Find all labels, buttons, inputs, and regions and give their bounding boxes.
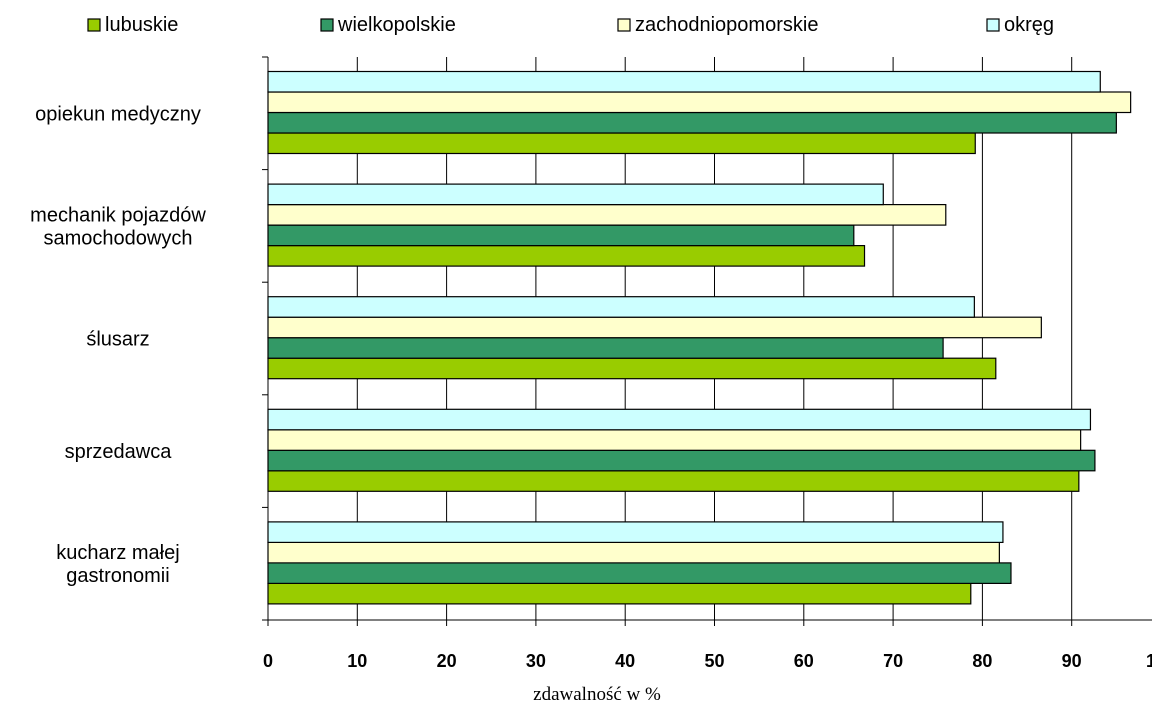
x-tick-label: 80 [972, 651, 992, 671]
x-tick-label: 60 [794, 651, 814, 671]
category-label: opiekun medyczny [35, 103, 201, 125]
bar-zachodniopomorskie-0 [267, 91, 1132, 114]
bar-wielkopolskie-0 [267, 111, 1117, 134]
bar-wielkopolskie-1 [267, 224, 855, 247]
legend-swatch-lubuskie [87, 18, 101, 32]
bar-okręg-4 [267, 521, 1004, 544]
category-label-line: gastronomii [66, 565, 169, 587]
legend-label-wielkopolskie: wielkopolskie [337, 14, 456, 36]
legend-swatch-zachodniopomorskie [617, 18, 631, 32]
x-tick-label: 100 [1146, 651, 1152, 671]
category-label: sprzedawca [65, 441, 173, 463]
x-tick-label: 0 [263, 651, 273, 671]
bar-okręg-2 [267, 296, 975, 318]
bar-okręg-3 [267, 408, 1092, 431]
axes: 0 10 20 30 40 50 60 70 80 90 100 opiekun medyczny me… [30, 56, 1152, 671]
bar-lubuskie-4 [267, 582, 972, 605]
legend-swatch-okręg [986, 18, 1000, 32]
x-tick-label: 90 [1062, 651, 1082, 671]
x-tick-label: 70 [883, 651, 903, 671]
bar-okręg-1 [267, 183, 884, 206]
category-label-line: opiekun medyczny [35, 103, 201, 125]
bar-okręg-0 [267, 70, 1101, 93]
legend: lubuskie wielkopolskie zachodniopomorskie o… [87, 14, 1054, 36]
x-axis-title: zdawalność w % [533, 684, 661, 704]
bar-zachodniopomorskie-1 [267, 204, 947, 226]
legend-label-zachodniopomorskie: zachodniopomorskie [635, 14, 818, 36]
bar-wielkopolskie-2 [267, 337, 944, 359]
category-label: ślusarz [86, 329, 149, 351]
bar-lubuskie-0 [267, 132, 976, 155]
x-tick-label: 30 [526, 651, 546, 671]
category-label-line: ślusarz [86, 329, 149, 351]
category-label: kucharz małej gastronomii [56, 542, 179, 587]
category-label-line: sprzedawca [65, 441, 173, 463]
legend-swatch-wielkopolskie [320, 18, 334, 32]
x-tick-label: 10 [347, 651, 367, 671]
legend-label-okręg: okręg [1004, 14, 1054, 36]
bar-wielkopolskie-4 [267, 562, 1012, 585]
bar-zachodniopomorskie-3 [267, 429, 1082, 451]
x-tick-label: 40 [615, 651, 635, 671]
category-label-line: mechanik pojazdów [30, 204, 206, 226]
category-label: mechanik pojazdów samochodowych [30, 204, 206, 249]
x-tick-label: 50 [704, 651, 724, 671]
bar-lubuskie-1 [267, 245, 866, 267]
bar-zachodniopomorskie-4 [267, 541, 1000, 564]
bar-wielkopolskie-3 [267, 449, 1096, 472]
bar-zachodniopomorskie-2 [267, 316, 1042, 339]
x-tick-label: 20 [437, 651, 457, 671]
category-label-line: samochodowych [44, 227, 193, 249]
category-label-line: kucharz małej [56, 542, 179, 564]
bars [267, 70, 1132, 605]
bar-lubuskie-2 [267, 357, 997, 380]
legend-label-lubuskie: lubuskie [105, 14, 178, 36]
bar-lubuskie-3 [267, 470, 1080, 492]
